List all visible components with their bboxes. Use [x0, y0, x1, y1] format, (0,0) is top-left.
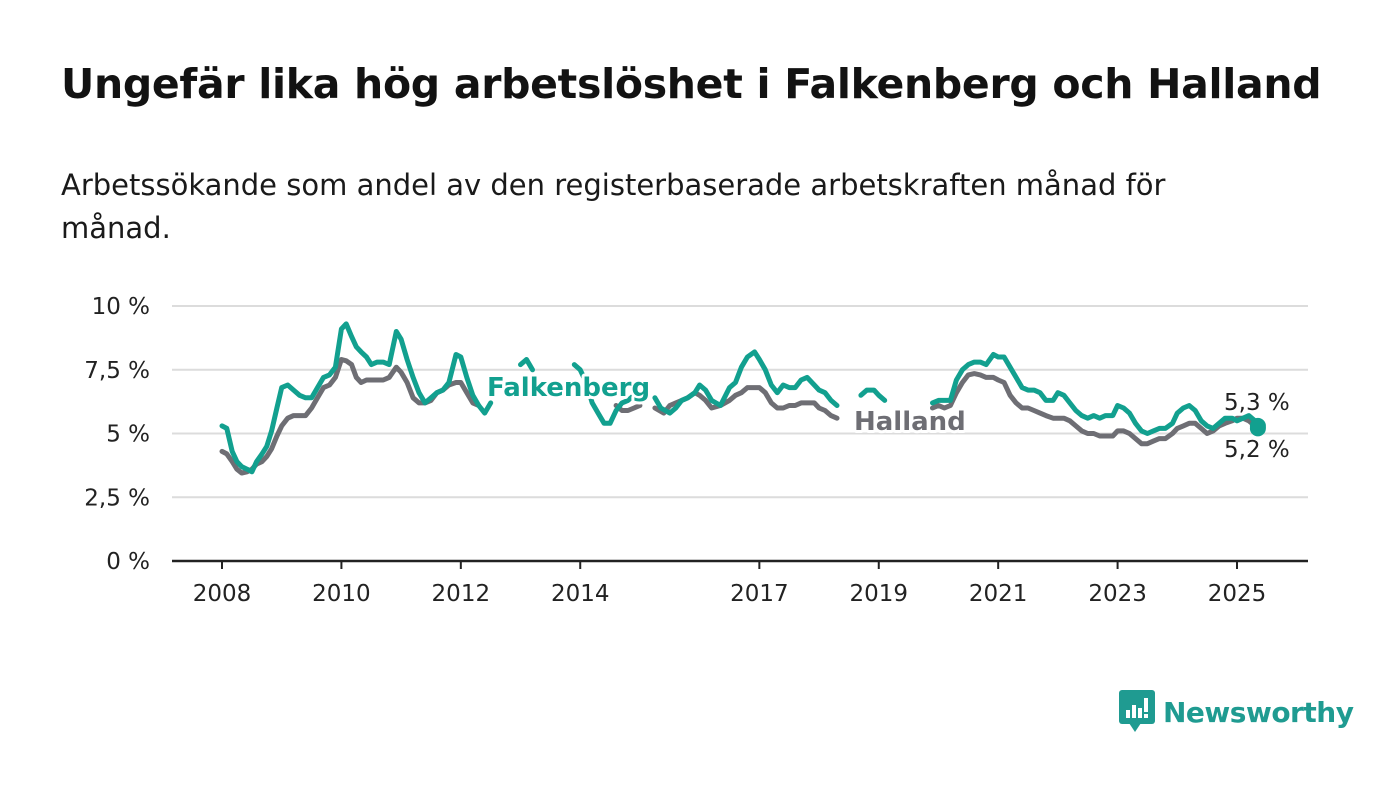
end-label-falkenberg: 5,3 %	[1224, 390, 1290, 416]
series-label-halland: Halland	[854, 407, 966, 437]
series-labels: Falkenberg Halland 5,3 % 5,2 %	[484, 370, 1292, 466]
series-line-halland	[930, 371, 1261, 447]
x-tick-label: 2010	[312, 581, 371, 607]
newsworthy-logo[interactable]: Newsworthy	[1119, 690, 1354, 734]
x-tick-label: 2023	[1088, 581, 1147, 607]
series-line-falkenberg	[518, 357, 535, 373]
x-tick-label: 2014	[551, 581, 610, 607]
series-line-falkenberg	[858, 387, 888, 403]
x-tick-label: 2017	[730, 581, 789, 607]
y-axis: 0 % 2,5 % 5 % 7,5 % 10 %	[84, 294, 150, 575]
x-tick-label: 2021	[969, 581, 1028, 607]
y-tick-label: 5 %	[106, 422, 150, 448]
x-tick-label: 2025	[1208, 581, 1267, 607]
x-axis: 2008 2010 2012 2014 2017 2019 2021 2023 2025	[172, 559, 1308, 607]
series-line-falkenberg	[652, 349, 840, 416]
newsworthy-logo-icon	[1119, 690, 1155, 732]
chart-title: Ungefär lika hög arbetslöshet i Falkenbe…	[61, 60, 1322, 108]
end-point-falkenberg	[1249, 417, 1266, 434]
series-label-falkenberg: Falkenberg	[487, 373, 650, 403]
x-tick-label: 2012	[432, 581, 491, 607]
y-tick-label: 10 %	[92, 294, 150, 320]
logo-text: Newsworthy	[1163, 695, 1354, 729]
y-tick-label: 0 %	[106, 549, 150, 575]
series-line-falkenberg	[930, 352, 1261, 436]
series-lines	[219, 321, 1261, 476]
x-tick-label: 2019	[849, 581, 908, 607]
series-line-falkenberg	[219, 321, 494, 475]
y-tick-label: 7,5 %	[84, 358, 150, 384]
x-tick-label: 2008	[193, 581, 252, 607]
series-line-falkenberg	[571, 362, 637, 426]
y-tick-label: 2,5 %	[84, 485, 150, 511]
end-label-halland: 5,2 %	[1224, 437, 1290, 463]
chart-subtitle: Arbetssökande som andel av den registerb…	[61, 168, 1166, 245]
